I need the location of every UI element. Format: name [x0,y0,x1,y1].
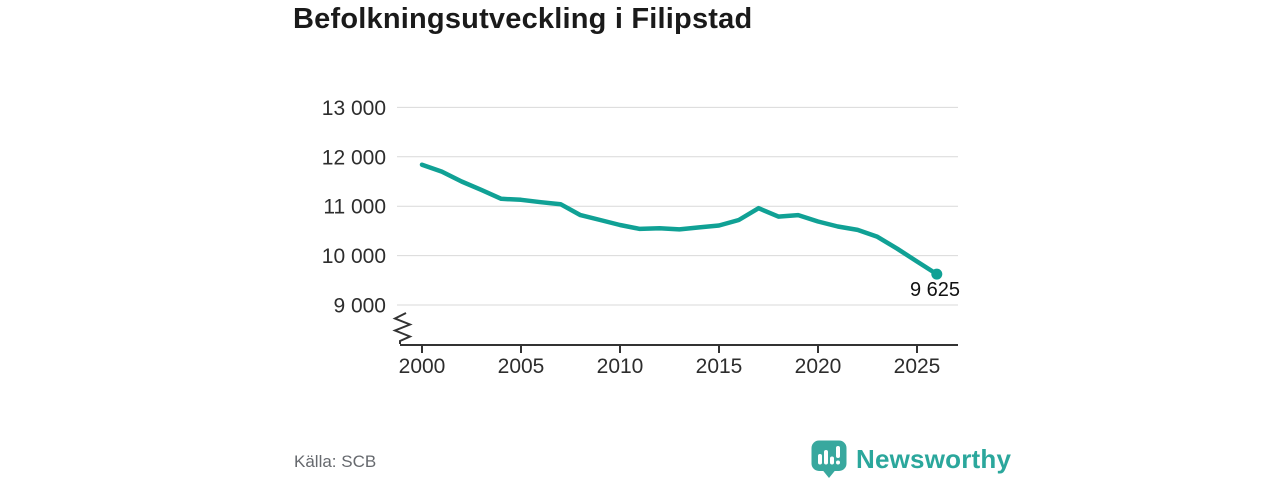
newsworthy-logo: Newsworthy [811,440,1011,478]
newsworthy-bubble-chart-icon [811,440,847,478]
x-tick-label: 2025 [894,355,941,378]
x-tick-label: 2015 [696,355,743,378]
x-tick-label: 2000 [399,355,446,378]
newsworthy-wordmark: Newsworthy [856,443,1012,474]
y-tick-label: 9 000 [333,295,386,318]
end-point-dot [931,268,943,280]
x-tick-label: 2020 [795,355,842,378]
x-tick-label: 2005 [498,355,545,378]
population-series-line [419,162,940,277]
axis-break-icon [392,312,413,344]
y-tick-label: 13 000 [322,97,386,120]
y-tick-label: 10 000 [322,245,386,268]
y-tick-label: 11 000 [323,196,386,219]
last-value-label: 9 625 [909,279,961,301]
source-note: Källa: SCB [294,452,377,471]
x-tick-label: 2010 [597,355,644,378]
y-tick-label: 12 000 [322,146,386,169]
page-title: Befolkningsutveckling i Filipstad [293,3,753,35]
